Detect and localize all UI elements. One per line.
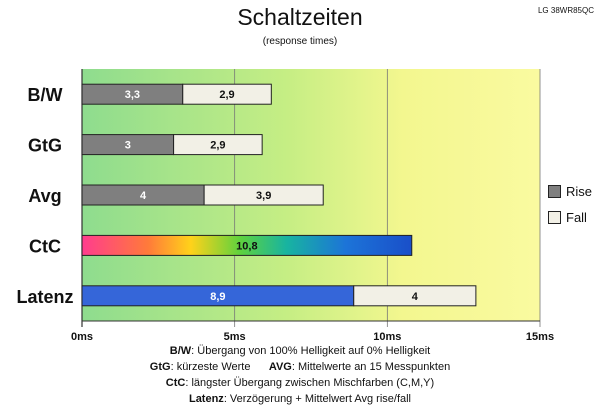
bar-value-label: 2,9 xyxy=(219,89,234,101)
response-time-chart: 3,3 2,9 3 2,9 4 3,9 10,8 8,9 4 B/W GtG Avg CtC Laten… xyxy=(16,69,554,343)
category-label: B/W xyxy=(28,85,63,105)
bar-segment xyxy=(203,184,324,206)
bar-segment xyxy=(173,134,263,156)
x-tick-label: 10ms xyxy=(373,331,401,343)
bar-value-label: 3 xyxy=(125,140,131,152)
legend-label-rise: Rise xyxy=(566,183,593,199)
x-tick-label: 5ms xyxy=(224,331,246,343)
bar-segment xyxy=(81,234,413,256)
footnote-ctc: CtC: längster Übergang zwischen Mischfar… xyxy=(165,377,435,389)
bar-value-label: 3,3 xyxy=(125,89,140,101)
bar-value-label: 4 xyxy=(412,291,419,303)
category-label: GtG xyxy=(28,136,62,156)
bar-value-label: 2,9 xyxy=(210,140,225,152)
bar-segment xyxy=(182,83,272,105)
legend-swatch-fall xyxy=(548,210,561,224)
category-label: Latenz xyxy=(16,287,73,307)
footnote-bw: B/W: Übergang von 100% Helligkeit auf 0%… xyxy=(169,345,431,357)
bar-value-label: 10,8 xyxy=(236,240,257,252)
legend-item-rise: Rise xyxy=(548,178,592,204)
chart-subtitle: (response times) xyxy=(262,36,338,47)
chart-title: Schaltzeiten xyxy=(237,4,363,30)
footnote-latenz: Latenz: Verzögerung + Mittelwert Avg ris… xyxy=(188,393,412,405)
monitor-model: LG 38WR85QC xyxy=(537,6,594,15)
footnotes: B/W: Übergang von 100% Helligkeit auf 0%… xyxy=(0,343,600,407)
bar-segment xyxy=(353,285,477,307)
legend-swatch-rise xyxy=(548,184,561,198)
legend-item-fall: Fall xyxy=(548,204,592,230)
legend-label-fall: Fall xyxy=(566,209,587,225)
footnote-gtg-avg: GtG: kürzeste Werte AVG: Mittelwerte an … xyxy=(149,361,451,373)
category-label: CtC xyxy=(29,236,61,256)
bar-value-label: 8,9 xyxy=(210,291,225,303)
bar-value-label: 3,9 xyxy=(256,190,271,202)
x-tick-label: 15ms xyxy=(526,331,554,343)
category-label: Avg xyxy=(28,186,61,206)
x-tick-label: 0ms xyxy=(71,331,93,343)
legend: Rise Fall xyxy=(548,178,592,230)
bar-value-label: 4 xyxy=(140,190,147,202)
